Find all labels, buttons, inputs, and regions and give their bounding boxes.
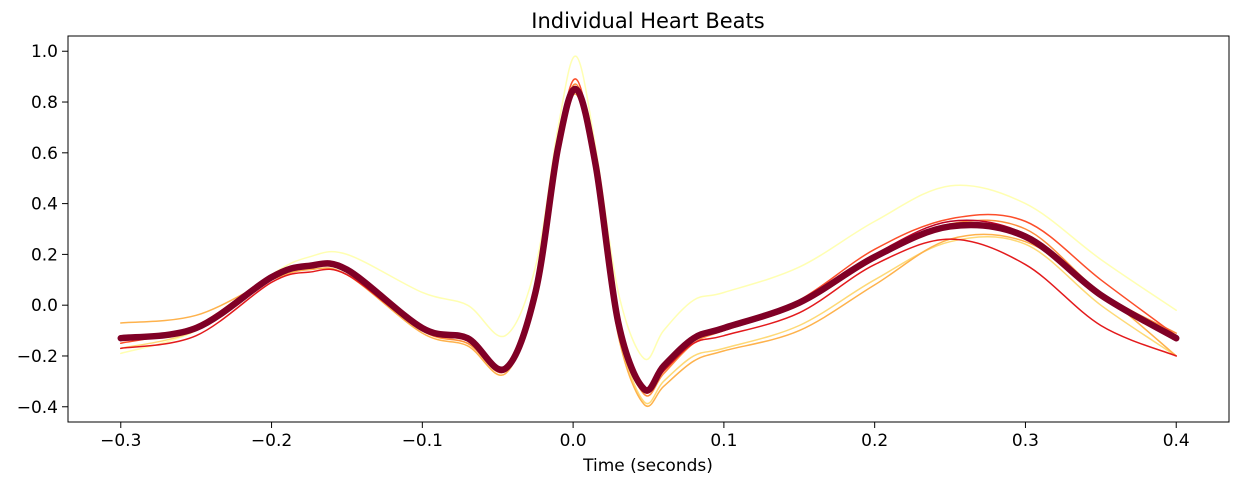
- heartbeat-line-2: [120, 90, 1177, 405]
- y-tick-label: −0.2: [17, 347, 58, 367]
- x-tick-label: −0.1: [402, 431, 443, 451]
- x-tick-label: 0.3: [1012, 431, 1039, 451]
- heartbeat-line-8: [117, 86, 1180, 394]
- y-tick-label: 0.6: [31, 144, 58, 164]
- x-tick-label: 0.4: [1163, 431, 1190, 451]
- x-axis-ticks: −0.3 −0.2 −0.1 0.0 0.1 0.2 0.3 0.4: [100, 422, 1190, 451]
- chart-title: Individual Heart Beats: [531, 9, 764, 33]
- y-tick-label: −0.4: [17, 398, 58, 418]
- y-tick-label: 0.0: [31, 296, 58, 316]
- y-axis-ticks: −0.4 −0.2 0.0 0.2 0.4 0.6 0.8 1.0: [17, 42, 68, 418]
- heartbeat-line-1: [120, 55, 1177, 361]
- plot-frame: [67, 35, 1230, 423]
- y-tick-label: 0.8: [31, 93, 58, 113]
- x-tick-label: 0.1: [710, 431, 737, 451]
- x-tick-label: 0.0: [560, 431, 587, 451]
- y-tick-label: 0.2: [31, 245, 58, 265]
- x-tick-label: −0.3: [100, 431, 141, 451]
- x-axis-label: Time (seconds): [582, 456, 713, 476]
- y-tick-label: 1.0: [31, 42, 58, 62]
- series-layer: [117, 55, 1180, 407]
- x-tick-label: 0.2: [861, 431, 888, 451]
- y-tick-label: 0.4: [31, 195, 58, 215]
- x-tick-label: −0.2: [251, 431, 292, 451]
